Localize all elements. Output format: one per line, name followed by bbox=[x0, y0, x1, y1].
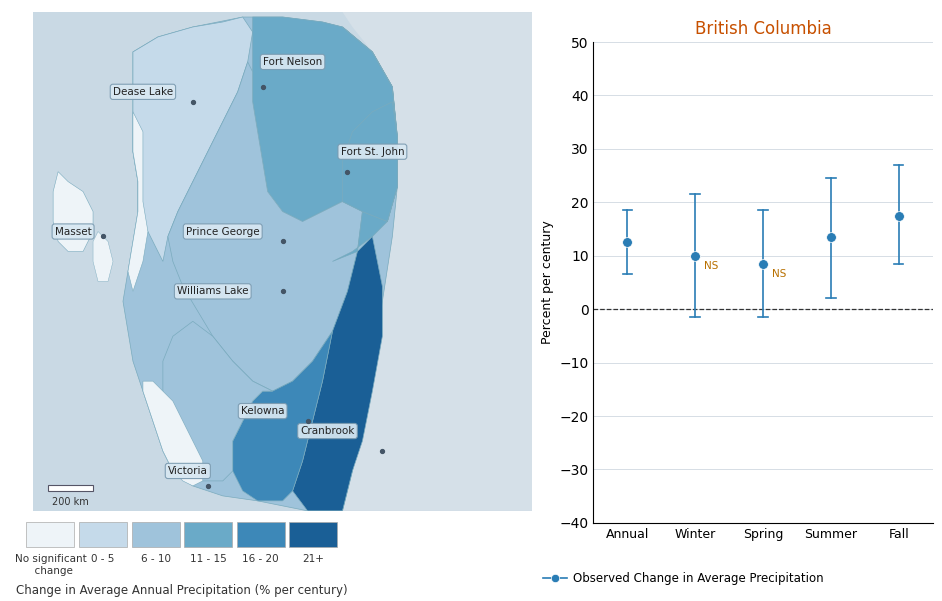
Text: Cranbrook: Cranbrook bbox=[300, 426, 355, 436]
Polygon shape bbox=[343, 12, 532, 511]
Polygon shape bbox=[133, 17, 252, 261]
Polygon shape bbox=[233, 331, 333, 501]
Bar bbox=[48, 485, 93, 491]
Text: 21+: 21+ bbox=[302, 554, 324, 564]
Text: 11 - 15: 11 - 15 bbox=[189, 554, 226, 564]
Text: Kelowna: Kelowna bbox=[241, 406, 284, 416]
Bar bbox=[26, 522, 74, 547]
Legend: Observed Change in Average Precipitation: Observed Change in Average Precipitation bbox=[538, 567, 828, 590]
Bar bbox=[132, 522, 180, 547]
Text: NS: NS bbox=[771, 269, 787, 279]
Polygon shape bbox=[333, 27, 398, 261]
Bar bbox=[289, 522, 337, 547]
Polygon shape bbox=[168, 62, 363, 391]
Text: 0 - 5: 0 - 5 bbox=[91, 554, 115, 564]
Text: Fort Nelson: Fort Nelson bbox=[263, 57, 322, 67]
Text: 200 km: 200 km bbox=[52, 497, 89, 507]
Polygon shape bbox=[123, 17, 398, 511]
Polygon shape bbox=[293, 236, 382, 511]
Text: Dease Lake: Dease Lake bbox=[113, 87, 173, 97]
Polygon shape bbox=[343, 102, 398, 222]
Text: No significant
  change: No significant change bbox=[14, 554, 87, 576]
Polygon shape bbox=[53, 172, 93, 251]
Text: Prince George: Prince George bbox=[186, 227, 260, 237]
Text: 6 - 10: 6 - 10 bbox=[140, 554, 171, 564]
Text: Victoria: Victoria bbox=[168, 466, 208, 476]
Title: British Columbia: British Columbia bbox=[694, 20, 832, 38]
Polygon shape bbox=[252, 17, 398, 222]
Polygon shape bbox=[93, 231, 113, 281]
Text: Williams Lake: Williams Lake bbox=[177, 286, 249, 296]
Bar bbox=[184, 522, 232, 547]
Text: NS: NS bbox=[704, 261, 719, 272]
Bar bbox=[236, 522, 284, 547]
Y-axis label: Percent per century: Percent per century bbox=[541, 221, 554, 344]
Polygon shape bbox=[143, 381, 203, 486]
Text: Fort St. John: Fort St. John bbox=[341, 147, 404, 157]
Polygon shape bbox=[163, 322, 272, 481]
Polygon shape bbox=[128, 112, 148, 291]
Text: Change in Average Annual Precipitation (% per century): Change in Average Annual Precipitation (… bbox=[16, 584, 348, 597]
Text: 16 - 20: 16 - 20 bbox=[242, 554, 279, 564]
Bar bbox=[79, 522, 127, 547]
Text: Masset: Masset bbox=[55, 227, 91, 237]
